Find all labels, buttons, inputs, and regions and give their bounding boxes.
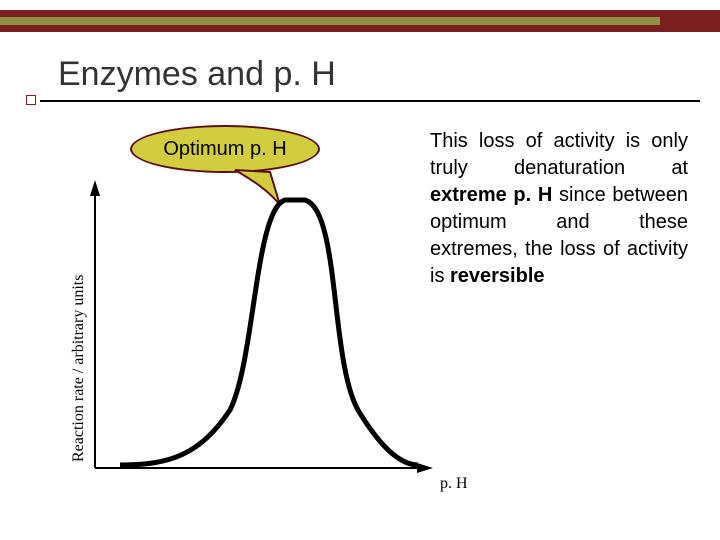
bell-curve xyxy=(120,200,418,465)
y-axis-label: Reaction rate / arbitrary units xyxy=(70,275,88,462)
reaction-rate-chart xyxy=(0,0,720,540)
callout-tail xyxy=(235,170,280,205)
x-axis-arrow xyxy=(417,463,433,473)
y-axis-arrow xyxy=(90,180,100,196)
x-axis-label: p. H xyxy=(440,475,468,493)
